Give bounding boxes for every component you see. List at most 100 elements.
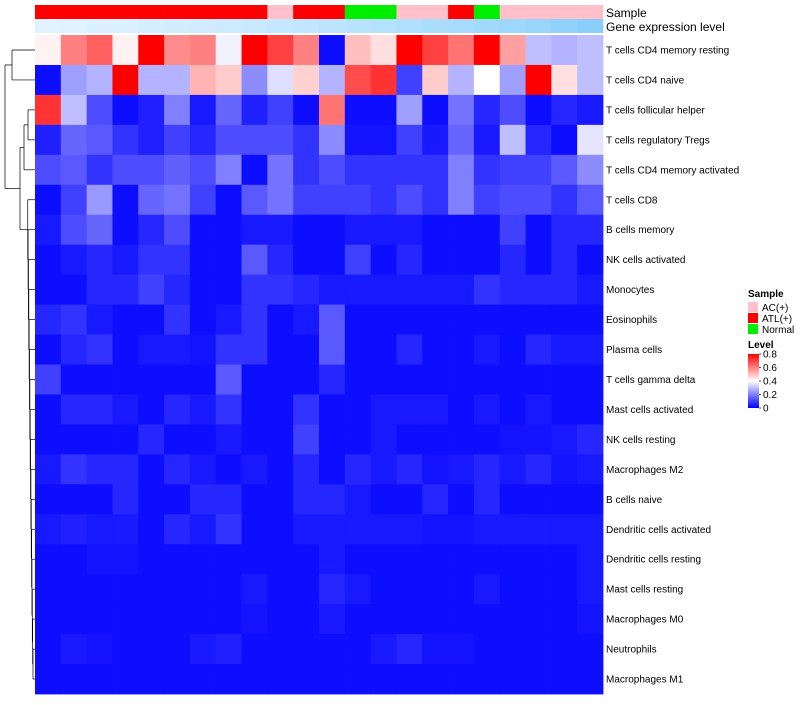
heatmap-cell — [473, 214, 501, 246]
heatmap-cell — [448, 334, 475, 365]
heatmap-cell — [448, 544, 475, 575]
heatmap-cell — [344, 394, 372, 425]
heatmap-cell — [448, 424, 475, 455]
legend-sample-swatch — [748, 313, 758, 323]
heatmap-cell — [112, 64, 139, 96]
heatmap-cell — [215, 424, 242, 455]
heatmap-cell — [396, 544, 423, 575]
heatmap-cell — [138, 64, 165, 96]
expression-annotation-cell — [86, 19, 113, 33]
heatmap-cell — [422, 35, 449, 66]
heatmap-cell — [370, 94, 397, 126]
heatmap-cell — [370, 214, 397, 246]
heatmap-cell — [164, 634, 191, 665]
heatmap-cell — [189, 304, 217, 335]
heatmap-cell — [551, 634, 578, 665]
heatmap-cell — [525, 304, 552, 335]
expression-annotation-cell — [551, 19, 578, 33]
heatmap-cell — [319, 394, 346, 425]
heatmap-cell — [86, 364, 113, 395]
heatmap-cell — [35, 274, 62, 305]
heatmap-cell — [319, 634, 346, 665]
heatmap-cell — [370, 364, 397, 395]
heatmap-cell — [551, 334, 578, 365]
heatmap-cell — [293, 334, 320, 365]
heatmap-cell — [370, 124, 397, 156]
heatmap-cell — [60, 424, 88, 455]
heatmap-cell — [473, 124, 501, 156]
heatmap-cell — [319, 544, 346, 575]
heatmap-cell — [473, 64, 501, 96]
heatmap-cell — [35, 514, 62, 545]
heatmap-cell — [473, 424, 501, 455]
sample-annotation-cell — [448, 5, 475, 19]
heatmap-cell — [551, 184, 578, 216]
heatmap-cell — [370, 304, 397, 335]
heatmap-cell — [215, 94, 242, 126]
heatmap-cell — [215, 124, 242, 156]
heatmap-cell — [577, 394, 604, 425]
heatmap-cell — [293, 244, 320, 276]
heatmap-cell — [35, 124, 62, 156]
heatmap-cell — [370, 334, 397, 365]
heatmap-cell — [499, 184, 526, 216]
heatmap-cell — [577, 574, 604, 605]
heatmap-cell — [344, 94, 372, 126]
heatmap-cell — [215, 484, 242, 515]
heatmap-cell — [448, 244, 475, 276]
heatmap-cell — [241, 394, 268, 425]
heatmap-cell — [86, 484, 113, 515]
heatmap-cell — [551, 544, 578, 575]
heatmap-cell — [267, 35, 294, 66]
expression-annotation-cell — [267, 19, 294, 33]
heatmap-cell — [189, 214, 217, 246]
heatmap-cell — [525, 574, 552, 605]
heatmap-cell — [112, 454, 139, 485]
heatmap-cell — [293, 664, 320, 695]
heatmap-cell — [448, 484, 475, 515]
heatmap-cell — [293, 364, 320, 395]
heatmap-cell — [448, 274, 475, 305]
heatmap-cell — [35, 214, 62, 246]
heatmap-cell — [344, 364, 372, 395]
heatmap-cell — [215, 64, 242, 96]
heatmap-cell — [551, 274, 578, 305]
heatmap-cell — [35, 574, 62, 605]
heatmap-cell — [551, 454, 578, 485]
heatmap-cell — [215, 35, 242, 66]
heatmap-cell — [448, 154, 475, 186]
heatmap-cell — [138, 574, 165, 605]
heatmap-cell — [241, 364, 268, 395]
heatmap-cell — [215, 154, 242, 186]
heatmap-cell — [551, 124, 578, 156]
row-label: Neutrophils — [606, 645, 657, 656]
heatmap-cell — [60, 334, 88, 365]
heatmap-cell — [525, 394, 552, 425]
heatmap-cell — [396, 574, 423, 605]
heatmap-cell — [164, 334, 191, 365]
heatmap-cell — [86, 394, 113, 425]
heatmap-cell — [370, 184, 397, 216]
heatmap-cell — [319, 484, 346, 515]
heatmap-cell — [344, 304, 372, 335]
heatmap-cell — [241, 244, 268, 276]
heatmap-cell — [86, 634, 113, 665]
heatmap-cell — [344, 124, 372, 156]
heatmap-cell — [448, 214, 475, 246]
heatmap-cell — [189, 634, 217, 665]
heatmap-cell — [448, 364, 475, 395]
heatmap-cell — [35, 244, 62, 276]
heatmap-cell — [448, 94, 475, 126]
expression-annotation-label: Gene expression level — [606, 20, 725, 34]
heatmap-cell — [293, 64, 320, 96]
heatmap-cell — [293, 634, 320, 665]
heatmap-cell — [60, 184, 88, 216]
heatmap-cell — [267, 424, 294, 455]
heatmap-cell — [499, 154, 526, 186]
heatmap-cell — [267, 604, 294, 635]
heatmap-cell — [525, 334, 552, 365]
heatmap-cell — [473, 304, 501, 335]
heatmap-cell — [241, 124, 268, 156]
heatmap-cell — [138, 154, 165, 186]
heatmap-cell — [551, 514, 578, 545]
